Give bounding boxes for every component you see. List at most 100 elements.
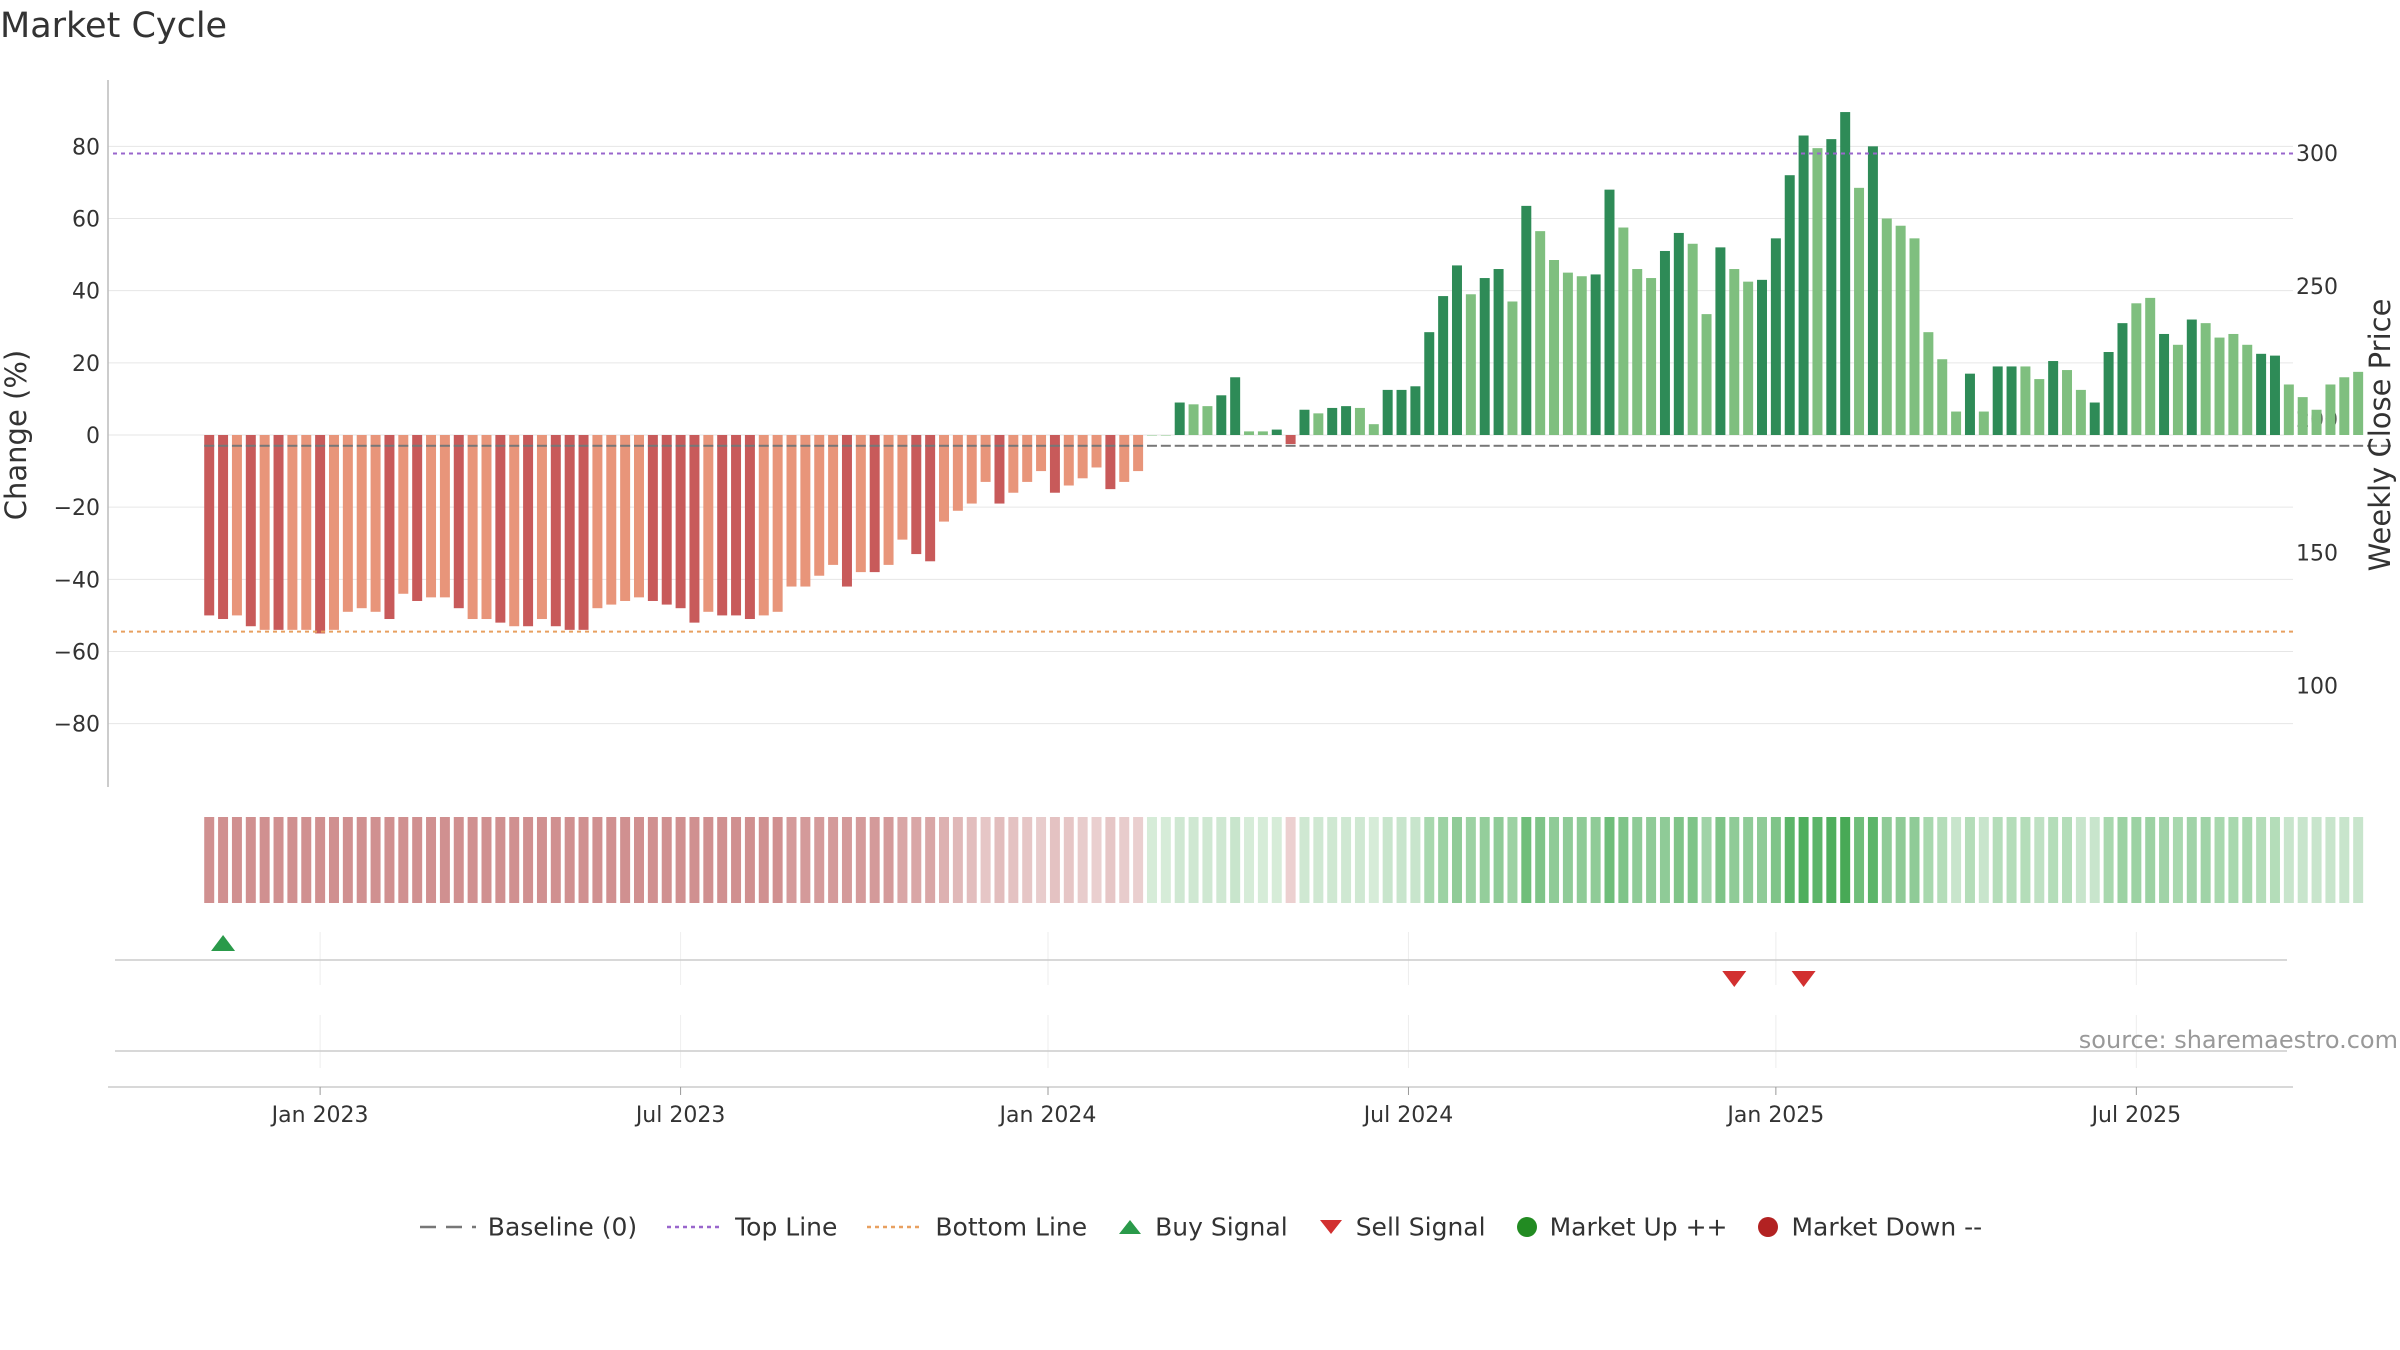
heat-cell	[2131, 817, 2142, 903]
bar	[1063, 435, 1074, 486]
heat-cell	[495, 817, 506, 903]
x-tick-label: Jul 2025	[2090, 1103, 2182, 1128]
heat-cell	[689, 817, 700, 903]
bar	[1673, 232, 1684, 435]
heat-cell	[911, 817, 922, 903]
x-axis: Jan 2023 Jul 2023 Jan 2024 Jul 2024 Jan 2025…	[108, 1086, 2293, 1128]
bar	[2311, 409, 2322, 435]
bar	[717, 435, 728, 616]
heat-cell	[2159, 817, 2170, 903]
bar	[2131, 303, 2142, 435]
heat-cell	[1562, 817, 1573, 903]
heat-cell	[1895, 817, 1906, 903]
heat-cell	[1396, 817, 1407, 903]
bar	[1798, 135, 1809, 436]
bar	[1244, 431, 1255, 435]
heat-cell	[620, 817, 631, 903]
bar	[398, 435, 409, 594]
heat-cell	[1951, 817, 1962, 903]
y-tick-label: −20	[54, 496, 100, 521]
heat-cell	[245, 817, 256, 903]
heat-cell	[1354, 817, 1365, 903]
reference-lines	[113, 152, 2391, 633]
heat-cell	[2283, 817, 2294, 903]
heat-cell	[1077, 817, 1088, 903]
y-tick-label: 60	[72, 208, 100, 233]
heat-cell	[939, 817, 950, 903]
bar	[2172, 344, 2183, 435]
y-tick-label: 80	[72, 135, 100, 160]
heat-cell	[1008, 817, 1019, 903]
x-tick-label: Jul 2024	[1362, 1103, 1454, 1128]
y-tick-label: −80	[54, 713, 100, 738]
bar	[869, 435, 880, 573]
bar	[1715, 247, 1726, 435]
bar	[231, 435, 242, 616]
heat-cell	[2145, 817, 2156, 903]
heat-cell	[1840, 817, 1851, 903]
buy-signal	[211, 935, 236, 951]
bar	[578, 435, 589, 630]
bar	[1729, 269, 1740, 435]
heat-cell	[1978, 817, 1989, 903]
heat-cell	[578, 817, 589, 903]
heat-cell	[2062, 817, 2073, 903]
heat-cell	[1784, 817, 1795, 903]
heat-cell	[786, 817, 797, 903]
bar	[1576, 276, 1587, 435]
heat-cell	[1174, 817, 1185, 903]
x-tick-label: Jan 2023	[270, 1103, 369, 1128]
bar	[1964, 373, 1975, 435]
heat-cell	[952, 817, 963, 903]
bar	[911, 435, 922, 555]
x-tick-label: Jan 2024	[998, 1103, 1097, 1128]
heat-cell	[1188, 817, 1199, 903]
bar	[2325, 384, 2336, 435]
bar	[1354, 407, 1365, 435]
bar	[1119, 435, 1130, 482]
heat-cell	[1798, 817, 1809, 903]
bar	[1341, 406, 1352, 435]
heat-cell	[758, 817, 769, 903]
bar	[1784, 175, 1795, 436]
y2-tick-label: 250	[2296, 275, 2338, 300]
heat-cell	[328, 817, 339, 903]
bar	[1146, 435, 1157, 436]
bar	[1313, 413, 1324, 435]
heat-cell	[1854, 817, 1865, 903]
bar	[758, 435, 769, 616]
heat-cell	[412, 817, 423, 903]
heat-cell	[1271, 817, 1282, 903]
bar	[1535, 231, 1546, 435]
heat-cell	[523, 817, 534, 903]
heat-cell	[897, 817, 908, 903]
bar	[620, 435, 631, 601]
bar	[1327, 407, 1338, 435]
bar	[523, 435, 534, 627]
bar	[1812, 148, 1823, 435]
source-credit: source: sharemaestro.com	[2079, 1026, 2398, 1054]
bar	[1368, 424, 1379, 435]
heat-cell	[2256, 817, 2267, 903]
bar	[439, 435, 450, 598]
heat-cell	[1729, 817, 1740, 903]
bar	[661, 435, 672, 605]
heat-cell	[772, 817, 783, 903]
heat-cell	[1604, 817, 1615, 903]
legend-label: Top Line	[735, 1212, 838, 1242]
bar	[883, 435, 894, 565]
heat-cell	[869, 817, 880, 903]
bar	[1549, 260, 1560, 435]
bar	[703, 435, 714, 612]
heat-cell	[2089, 817, 2100, 903]
heat-cell	[1687, 817, 1698, 903]
bar	[481, 435, 492, 620]
bar	[675, 435, 686, 609]
heat-cell	[481, 817, 492, 903]
heat-cell	[2353, 817, 2364, 903]
bar	[1479, 278, 1490, 435]
heat-cell	[398, 817, 409, 903]
bar	[1854, 187, 1865, 435]
bar	[1604, 189, 1615, 435]
heat-strip	[204, 817, 2364, 903]
